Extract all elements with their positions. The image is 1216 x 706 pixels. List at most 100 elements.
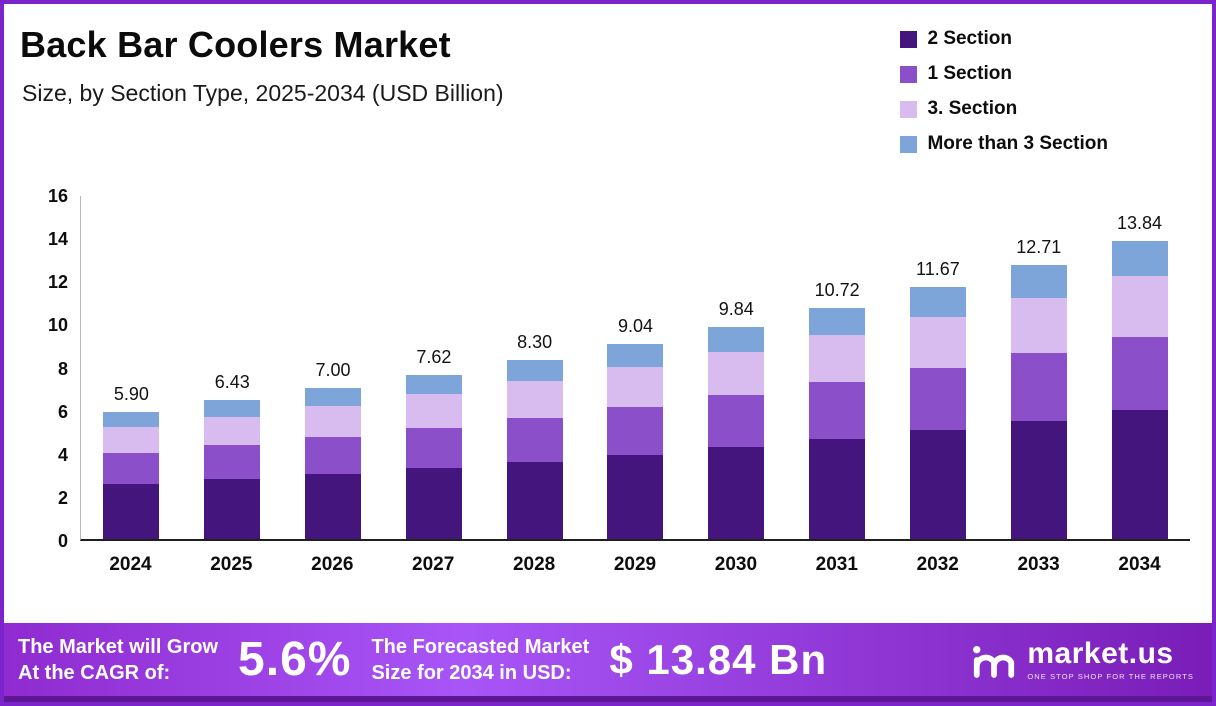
- legend-swatch: [900, 135, 918, 153]
- footer-banner: The Market will Grow At the CAGR of: 5.6…: [4, 623, 1212, 702]
- bar-segment: [1010, 297, 1067, 354]
- bar-stack: [1111, 240, 1168, 539]
- bar-segment: [305, 436, 362, 474]
- bar-segment: [103, 484, 160, 539]
- y-axis-label: 14: [47, 229, 68, 250]
- legend-label: 2 Section: [927, 28, 1012, 49]
- bar-segment: [607, 454, 664, 539]
- bar-group: 7.62: [383, 347, 484, 539]
- chart-legend: 2 Section 1 Section 3. Section More than 3 …: [900, 28, 1108, 155]
- bar-group: 13.84: [1089, 213, 1190, 539]
- x-axis-label: 2027: [412, 554, 455, 575]
- bar-segment: [607, 344, 664, 368]
- y-axis-label: 2: [57, 487, 68, 508]
- bar-segment: [305, 388, 362, 406]
- bar-group: 12.71: [988, 237, 1089, 539]
- bar-segment: [607, 367, 664, 408]
- bar-segment: [1111, 410, 1168, 539]
- x-axis-label: 2033: [1017, 554, 1060, 575]
- bar-segment: [204, 445, 261, 480]
- bar-segment: [1111, 275, 1168, 337]
- y-axis-label: 10: [47, 315, 68, 336]
- forecast-value: $ 13.84 Bn: [609, 635, 828, 683]
- bar-segment: [405, 394, 462, 428]
- bar-segment: [708, 447, 765, 539]
- legend-item: 1 Section: [900, 63, 1108, 85]
- bar-segment: [607, 407, 664, 455]
- y-axis-label: 0: [57, 531, 68, 551]
- bar-stack: [305, 388, 362, 539]
- y-axis-label: 4: [57, 444, 68, 465]
- cagr-caption-line2: At the CAGR of:: [18, 661, 171, 684]
- bar-segment: [1010, 353, 1067, 421]
- bar-segment: [204, 479, 261, 539]
- market-us-logo-icon: [973, 645, 1015, 678]
- legend-swatch: [900, 100, 918, 118]
- brand-tagline: ONE STOP SHOP FOR THE REPORTS: [1027, 671, 1194, 681]
- bars-container: 5.90 6.43 7.00 7.62 8.30 9.04 9.84 10.72 11.67 12…: [81, 213, 1190, 539]
- bar-total-label: 11.67: [916, 259, 960, 280]
- bar-stack: [103, 411, 160, 539]
- stacked-bar-chart: 0 2 4 6 8 10 12 14 16 5.90 6.43 7.00 7.62 8.30 9.04 9.…: [30, 186, 1190, 702]
- x-axis-label: 2034: [1118, 554, 1161, 575]
- cagr-caption: The Market will Grow At the CAGR of:: [18, 634, 218, 686]
- legend-label: 3. Section: [927, 98, 1018, 119]
- bar-total-label: 9.04: [617, 316, 653, 337]
- bar-segment: [909, 287, 966, 318]
- bar-segment: [708, 352, 765, 396]
- bar-segment: [809, 335, 866, 383]
- bar-segment: [204, 400, 261, 417]
- bar-segment: [1010, 420, 1067, 539]
- bar-segment: [204, 416, 261, 445]
- forecast-caption: The Forecasted Market Size for 2034 in U…: [371, 634, 589, 686]
- legend-item: More than 3 Section: [900, 133, 1108, 155]
- bar-stack: [809, 307, 866, 539]
- brand-name: market.us: [1027, 636, 1174, 670]
- bar-segment: [1111, 240, 1168, 276]
- bar-segment: [506, 461, 563, 539]
- bar-stack: [204, 400, 261, 539]
- bar-group: 10.72: [787, 280, 888, 539]
- bar-segment: [809, 307, 866, 336]
- page-subtitle: Size, by Section Type, 2025-2034 (USD Bi…: [22, 80, 504, 106]
- bar-stack: [405, 374, 462, 539]
- bar-stack: [607, 344, 664, 539]
- x-axis-label: 2032: [916, 554, 959, 575]
- bar-group: 11.67: [888, 259, 989, 539]
- plot-area: 5.90 6.43 7.00 7.62 8.30 9.04 9.84 10.72 11.67 12…: [80, 196, 1190, 541]
- bar-total-label: 9.84: [718, 298, 754, 319]
- bar-segment: [103, 411, 160, 427]
- forecast-caption-line2: Size for 2034 in USD:: [371, 661, 572, 684]
- x-axis-label: 2031: [815, 554, 858, 575]
- bar-total-label: 6.43: [214, 372, 250, 393]
- x-axis-label: 2030: [714, 554, 758, 575]
- y-axis-label: 12: [47, 272, 68, 293]
- bar-segment: [909, 430, 966, 539]
- bar-group: 5.90: [81, 384, 182, 539]
- bar-stack: [506, 360, 563, 539]
- legend-swatch: [900, 30, 918, 48]
- x-axis-label: 2026: [311, 554, 354, 575]
- cagr-caption-line1: The Market will Grow: [18, 635, 219, 658]
- brand-logo: market.us ONE STOP SHOP FOR THE REPORTS: [971, 636, 1194, 681]
- x-axis-label: 2029: [613, 554, 657, 575]
- bar-segment: [305, 473, 362, 539]
- bar-group: 8.30: [484, 332, 585, 539]
- legend-item: 2 Section: [900, 28, 1108, 50]
- bar-segment: [103, 452, 160, 485]
- bar-segment: [809, 439, 866, 539]
- cagr-value: 5.6%: [238, 633, 352, 686]
- y-axis-label: 16: [47, 186, 68, 206]
- forecast-caption-line1: The Forecasted Market: [371, 635, 590, 658]
- bar-total-label: 10.72: [814, 279, 860, 300]
- x-axis: 2024 2025 2026 2027 2028 2029 2030 2031 2032 2033…: [80, 554, 1190, 702]
- x-axis-label: 2025: [210, 554, 253, 575]
- bar-segment: [506, 360, 563, 382]
- legend-swatch: [900, 65, 918, 83]
- bar-total-label: 12.71: [1016, 236, 1062, 257]
- chart-region: Back Bar Coolers Market Size, by Section…: [4, 4, 1212, 623]
- page-title: Back Bar Coolers Market: [20, 24, 451, 65]
- bar-total-label: 13.84: [1117, 212, 1163, 233]
- bar-group: 9.84: [686, 299, 787, 539]
